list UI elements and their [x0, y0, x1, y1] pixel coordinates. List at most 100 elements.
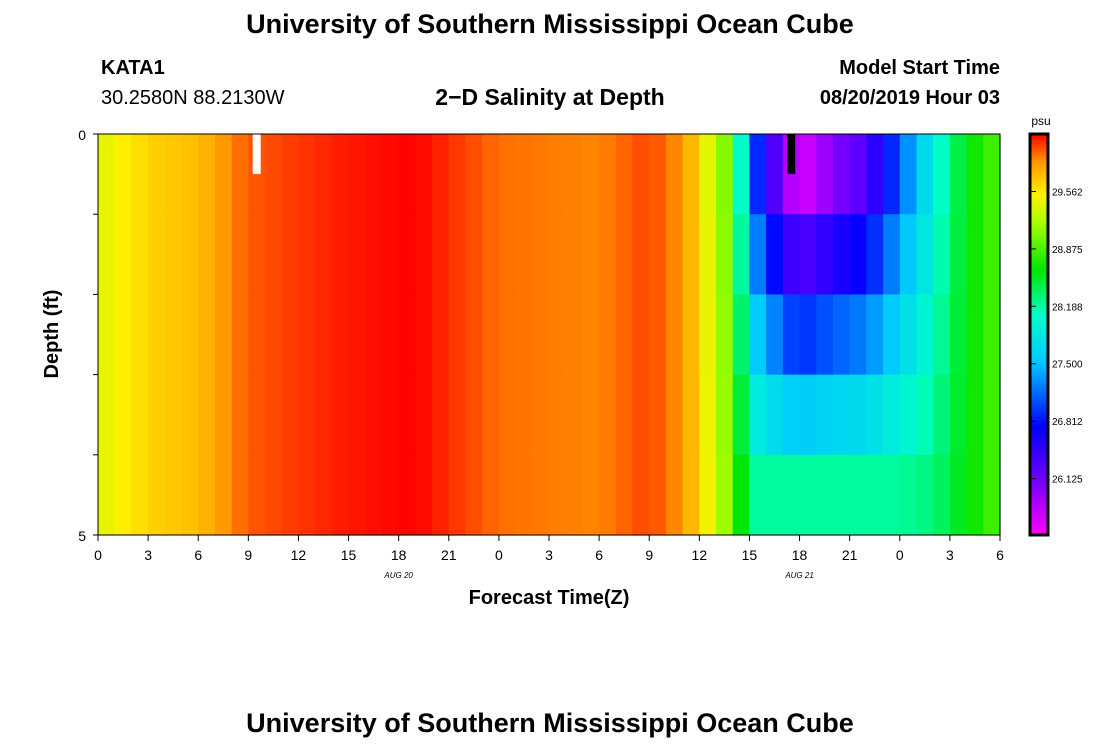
- missing-data-markers: [252, 134, 796, 175]
- colorbar: psu 29.562 28.875 28.188 27.500 26.812 26.125: [1028, 114, 1083, 537]
- heatmap-cell: [899, 454, 918, 536]
- heatmap-cell: [348, 134, 366, 215]
- heatmap-cell: [532, 454, 550, 536]
- heatmap-cell: [699, 294, 717, 376]
- x-tick-label: 6: [194, 547, 202, 563]
- heatmap-cell: [315, 374, 333, 456]
- heatmap-cell: [816, 294, 834, 376]
- model-start-label: Model Start Time: [839, 57, 1000, 79]
- heatmap-cell: [381, 214, 400, 295]
- heatmap-cell: [632, 134, 650, 215]
- heatmap-cell: [498, 214, 517, 295]
- heatmap-cell: [214, 214, 233, 295]
- heatmap-cell: [549, 294, 567, 376]
- heatmap-cell: [799, 214, 817, 295]
- heatmap-cell: [348, 374, 366, 456]
- heatmap-cell: [164, 374, 183, 456]
- heatmap-cell: [615, 214, 634, 295]
- heatmap-cell: [432, 374, 450, 456]
- heatmap-cell: [883, 134, 901, 215]
- heatmap-cell: [415, 294, 433, 376]
- heatmap-cell: [465, 374, 483, 456]
- heatmap-cell: [114, 374, 132, 456]
- heatmap-cell: [164, 134, 183, 215]
- date-label: AUG 20: [383, 571, 413, 580]
- heatmap-cell: [582, 134, 600, 215]
- colorbar-gradient: [1030, 134, 1048, 535]
- heatmap-cell: [716, 294, 734, 376]
- heatmap-cell: [816, 454, 834, 536]
- heatmap-cell: [732, 374, 751, 456]
- heatmap-cell: [281, 294, 300, 376]
- heatmap-cell: [866, 374, 884, 456]
- y-tick-label: 0: [78, 127, 86, 143]
- heatmap-cell: [164, 454, 183, 536]
- heatmap-cell: [498, 294, 517, 376]
- x-tick-label: 15: [341, 547, 357, 563]
- heatmap-cell: [381, 454, 400, 536]
- heatmap-cell: [181, 454, 199, 536]
- heatmap-cell: [949, 214, 968, 295]
- heatmap-cell: [198, 454, 216, 536]
- heatmap-cell: [281, 374, 300, 456]
- station-id: KATA1: [101, 57, 165, 79]
- heatmap-cell: [298, 374, 316, 456]
- heatmap-cell: [98, 454, 116, 536]
- heatmap-cell: [966, 214, 984, 295]
- heatmap-cell: [498, 374, 517, 456]
- heatmap-cell: [749, 294, 767, 376]
- heatmap-cell: [114, 214, 132, 295]
- x-tick-label: 9: [645, 547, 653, 563]
- heatmap-cell: [682, 454, 700, 536]
- heatmap-cell: [231, 134, 249, 215]
- colorbar-tick-label: 26.812: [1052, 417, 1083, 428]
- heatmap-cell: [732, 134, 751, 215]
- heatmap-cell: [849, 134, 867, 215]
- heatmap-cell: [465, 294, 483, 376]
- heatmap-cell: [131, 454, 149, 536]
- colorbar-tick-label: 28.875: [1052, 245, 1083, 256]
- heatmap-cell: [465, 134, 483, 215]
- heatmap-cell: [365, 454, 383, 536]
- heatmap-cell: [565, 454, 583, 536]
- heatmap-cell: [699, 214, 717, 295]
- heatmap-cell: [649, 374, 667, 456]
- heatmap-cell: [615, 134, 634, 215]
- y-axis-label: Depth (ft): [41, 290, 63, 379]
- heatmap-cell: [682, 374, 700, 456]
- heatmap-cell: [716, 134, 734, 215]
- heatmap-cell: [665, 294, 684, 376]
- heatmap-cell: [131, 294, 149, 376]
- heatmap-cell: [415, 454, 433, 536]
- heatmap-cell: [816, 214, 834, 295]
- heatmap-cell: [198, 374, 216, 456]
- x-tick-label: 6: [996, 547, 1004, 563]
- heatmap-cell: [615, 294, 634, 376]
- heatmap-cell: [799, 294, 817, 376]
- heatmap-cell: [849, 294, 867, 376]
- heatmap-cell: [949, 374, 968, 456]
- heatmap-cell: [515, 294, 533, 376]
- heatmap-cell: [832, 214, 851, 295]
- x-tick-label: 0: [896, 547, 904, 563]
- heatmap-cell: [432, 134, 450, 215]
- heatmap-cell: [949, 134, 968, 215]
- heatmap-cell: [532, 294, 550, 376]
- heatmap-cell: [966, 294, 984, 376]
- heatmap-cell: [632, 294, 650, 376]
- heatmap-cell: [983, 374, 1001, 456]
- heatmap-cell: [415, 374, 433, 456]
- heatmap-cell: [816, 374, 834, 456]
- heatmap-cell: [448, 134, 467, 215]
- heatmap-cell: [799, 134, 817, 215]
- heatmap-cell: [214, 374, 233, 456]
- heatmap-cell: [699, 134, 717, 215]
- x-tick-label: 18: [391, 547, 407, 563]
- heatmap-cell: [164, 214, 183, 295]
- heatmap-cell: [532, 374, 550, 456]
- heatmap-cell: [632, 214, 650, 295]
- heatmap-cell: [365, 374, 383, 456]
- heatmap-cell: [832, 294, 851, 376]
- heatmap-cell: [248, 454, 266, 536]
